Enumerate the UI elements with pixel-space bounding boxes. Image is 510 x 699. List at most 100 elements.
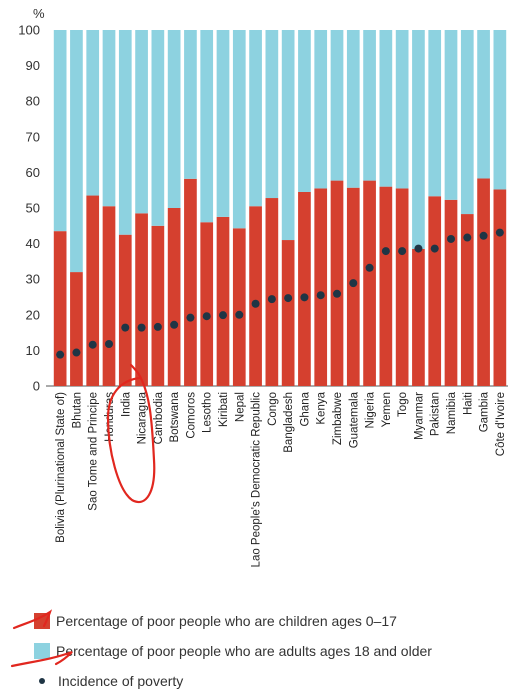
bar-children [281,240,295,386]
poverty-dot [414,244,423,253]
bar-children [412,248,425,386]
bar-adults [428,30,442,197]
x-tick-label: Bhutan [71,392,83,428]
bar-children [460,214,474,386]
y-tick-label: 80 [26,94,40,109]
bar-children [428,196,442,386]
poverty-dot [349,279,358,288]
bar-children [135,213,148,386]
legend-swatch-adults [34,643,50,659]
bar-adults [363,30,376,181]
x-tick-label: Guatemala [348,391,360,448]
bar-children [102,206,116,386]
x-tick-label: India [120,391,132,417]
x-tick-label: Pakistan [430,392,442,436]
x-tick-label: Haiti [462,392,474,415]
bar-adults [460,30,474,215]
x-tick-label: Honduras [104,392,116,442]
poverty-dot [447,234,455,243]
y-unit-label: % [33,6,45,21]
bar-adults [395,30,409,189]
poverty-dot [479,231,488,240]
bar-adults [216,30,230,217]
x-tick-label: Nicaragua [137,391,149,444]
chart: 0 10 20 30 40 50 60 70 80 90 100 % Bolivia (Plurin… [18,6,508,568]
x-tick-label: Bolivia (Plurinational State of) [55,392,67,543]
bar-adults [167,30,181,208]
bar-children [70,272,83,386]
x-tick-label: Zimbabwe [332,392,344,445]
x-tick-label: Lao People's Democratic Republic [251,392,263,568]
y-tick-label: 40 [26,236,40,251]
legend: Percentage of poor people who are childr… [34,606,504,696]
x-tick-label: Myanmar [413,392,425,440]
bars [53,30,507,386]
legend-item-adults: Percentage of poor people who are adults… [34,636,504,666]
legend-label-children: Percentage of poor people who are childr… [56,613,397,629]
bar-adults [200,30,214,223]
bar-adults [118,30,132,235]
poverty-dots [56,228,504,359]
legend-label-poverty: Incidence of poverty [58,673,184,689]
y-tick-label: 0 [33,379,40,394]
y-tick-label: 70 [26,129,40,144]
bar-children [249,206,262,386]
y-tick-label: 100 [18,23,40,38]
poverty-dot [430,244,439,253]
bar-adults [330,30,344,181]
x-tick-label: Yemen [381,392,393,427]
poverty-dot [251,299,260,308]
poverty-dot [219,311,227,320]
poverty-dot [153,322,162,331]
legend-swatch-children [34,613,50,629]
bar-children [477,178,490,386]
bar-adults [232,30,246,229]
poverty-dot [495,228,504,237]
bar-children [200,222,214,386]
bar-adults [184,30,197,179]
poverty-dot [105,339,113,348]
x-tick-label: Togo [397,392,409,417]
bar-children [232,228,246,386]
x-tick-label: Namibia [446,391,458,434]
bar-children [493,189,507,386]
legend-item-poverty: Incidence of poverty [34,666,504,696]
bar-adults [346,30,360,188]
bar-children [314,188,328,386]
bar-children [216,216,230,386]
x-tick-label: Nepal [234,392,246,422]
bar-adults [53,30,67,232]
bar-adults [281,30,295,241]
poverty-dot [381,247,390,256]
bar-adults [86,30,100,196]
poverty-dot [463,233,472,242]
bar-adults [379,30,393,187]
x-tick-label: Kenya [316,391,328,424]
poverty-dot [284,294,293,303]
poverty-dot [121,323,130,332]
x-tick-label: Kiribati [218,392,230,427]
bar-children [379,186,393,386]
poverty-dot [316,291,325,300]
poverty-dot [170,320,179,329]
bar-adults [493,30,507,190]
y-tick-label: 50 [26,201,40,216]
poverty-dot [267,295,276,304]
bar-children [298,191,311,386]
bar-children [86,195,100,386]
poverty-dot [88,340,97,349]
bar-adults [412,30,425,249]
bar-children [167,208,181,386]
poverty-dot [300,293,309,302]
bar-adults [444,30,458,200]
bar-adults [102,30,116,207]
bar-children [118,234,132,386]
poverty-dot [398,247,407,256]
bar-adults [298,30,311,192]
bar-adults [151,30,165,226]
x-tick-label: Comoros [185,392,197,439]
x-tick-label: Ghana [299,391,311,426]
bar-children [184,178,197,386]
bar-children [363,180,376,386]
x-tick-label: Botswana [169,391,181,442]
